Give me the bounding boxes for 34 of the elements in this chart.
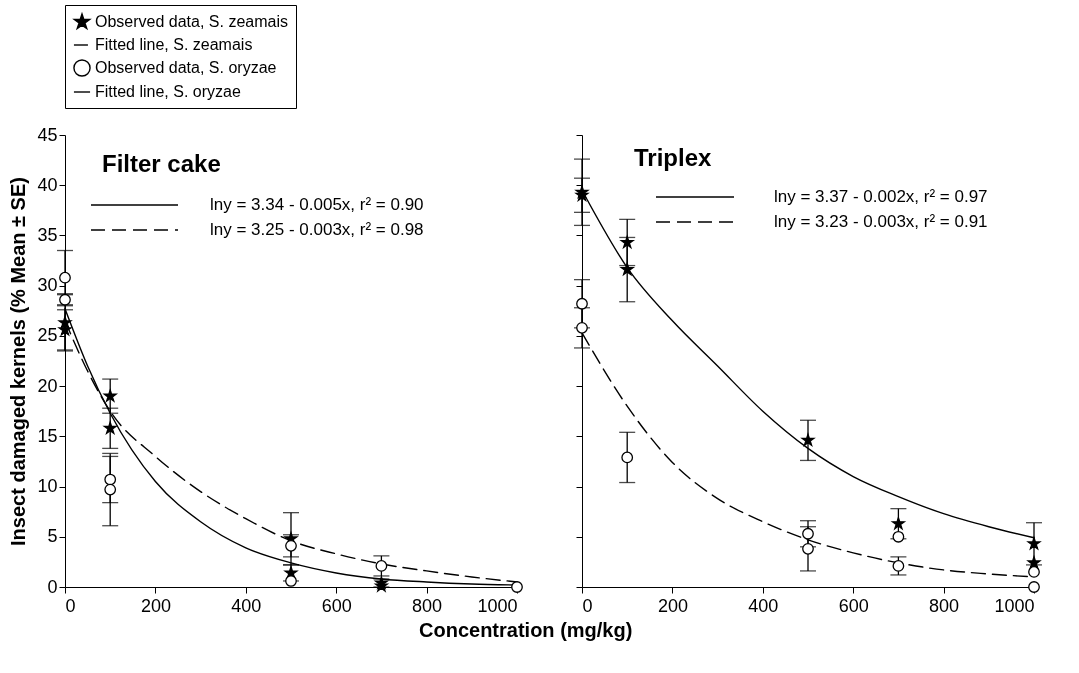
y-tick-label: 10 [37,476,58,497]
x-tick-label: 400 [231,595,262,616]
legend-label: Observed data, S. oryzae [95,59,277,76]
y-tick-label: 5 [47,526,58,547]
y-axis-title: Insect damaged kernels (% Mean ± SE) [7,177,30,546]
y-tick-label: 0 [47,576,58,597]
x-tick-label: 200 [657,595,688,616]
x-tick-label: 600 [838,595,869,616]
x-tick-label: 800 [929,595,960,616]
legend-label: Observed data, S. zeamais [95,13,288,30]
annotation: lny = 3.37 - 0.002x, r² = 0.97 [774,187,988,206]
y-tick-label: 20 [37,375,58,396]
text: Filter cake [102,150,221,177]
x-tick-label: 800 [412,595,443,616]
annotation: lny = 3.25 - 0.003x, r² = 0.98 [210,220,424,239]
y-tick-label: 15 [37,425,58,446]
x-axis-title: Concentration (mg/kg) [419,619,633,641]
x-tick-label: 0 [65,595,76,616]
y-tick-label: 35 [37,224,58,245]
legend-label: Fitted line, S. oryzae [95,83,241,100]
annotation: lny = 3.34 - 0.005x, r² = 0.90 [210,195,424,214]
x-tick-label: 400 [748,595,779,616]
y-tick-label: 30 [37,275,58,296]
x-tick-label: 0 [582,595,593,616]
x-tick-label: 600 [321,595,352,616]
y-tick-label: 25 [37,325,58,346]
x-tick-label: 1000 [994,595,1035,616]
chart-title: Triplex [634,144,713,171]
y-tick-label: 40 [37,174,58,195]
annotation: lny = 3.23 - 0.003x, r² = 0.91 [774,212,988,231]
legend-label: Fitted line, S. zeamais [95,36,253,53]
y-tick-label: 45 [37,124,58,145]
x-tick-label: 1000 [477,595,518,616]
x-tick-label: 200 [140,595,171,616]
